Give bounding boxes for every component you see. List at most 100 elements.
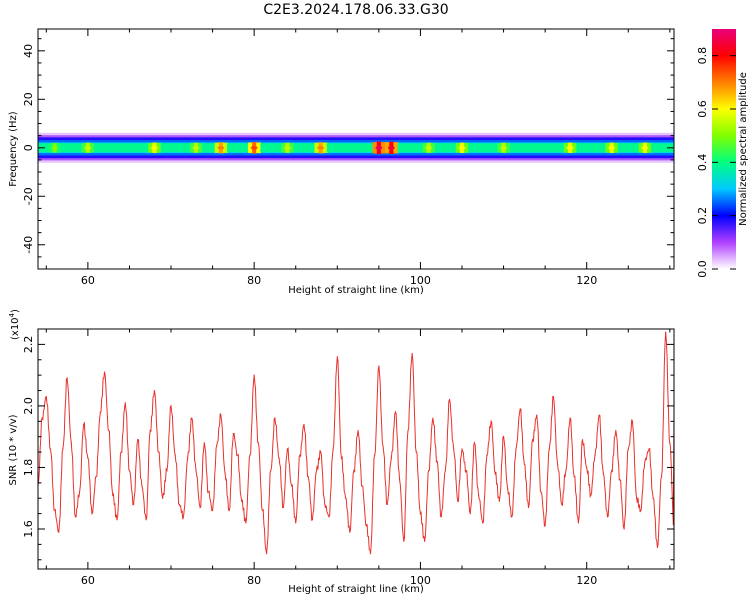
snr-data-point	[640, 509, 642, 512]
snr-data-point	[590, 494, 592, 496]
snr-data-point	[170, 405, 172, 407]
heatmap-cell	[418, 143, 424, 153]
heatmap-hotspot	[150, 146, 158, 150]
heatmap-cell	[135, 143, 141, 153]
snr-data-point	[644, 460, 646, 462]
heatmap-cell	[81, 143, 87, 153]
snr-data-point	[498, 500, 501, 502]
snr-data-point	[602, 473, 604, 475]
snr-data-point	[182, 516, 185, 518]
colorbar-fill	[712, 29, 736, 269]
heatmap-cell	[380, 142, 386, 154]
snr-data-point	[336, 356, 338, 358]
heatmap-cell	[410, 143, 415, 153]
heatmap-cell	[306, 143, 311, 153]
snr-data-point	[627, 448, 629, 450]
heatmap-cell	[447, 143, 453, 153]
snr-data-point	[207, 491, 210, 493]
snr-y-tick-label: 1.6	[22, 520, 35, 538]
heatmap-cell	[534, 143, 540, 153]
snr-data-point	[619, 479, 621, 481]
heatmap-cell	[156, 142, 162, 153]
heatmap-hotspot	[51, 146, 59, 150]
heatmap-cell	[301, 143, 307, 153]
snr-data-point	[153, 389, 155, 392]
heatmap-cell	[202, 143, 207, 153]
snr-data-point	[45, 396, 47, 398]
snr-data-point	[95, 476, 97, 478]
spectrogram-x-tick-label: 80	[247, 274, 261, 287]
heatmap-cell	[256, 142, 261, 154]
heatmap-cell	[476, 143, 482, 153]
heatmap-cell	[164, 143, 170, 153]
snr-data-point	[515, 448, 517, 450]
snr-data-point	[548, 448, 550, 450]
snr-data-point	[145, 519, 147, 521]
heatmap-cell	[293, 143, 299, 153]
snr-data-point	[112, 494, 114, 496]
snr-data-point	[191, 417, 193, 419]
spectrogram-band	[38, 132, 674, 163]
snr-data-point	[83, 423, 85, 425]
spectrogram-y-tick-label: -40	[22, 236, 35, 254]
snr-series-line	[38, 332, 674, 554]
snr-data-point	[311, 519, 313, 521]
heatmap-cell	[185, 143, 191, 153]
snr-data-point	[87, 457, 89, 459]
heatmap-cell	[198, 143, 203, 153]
snr-data-point	[120, 451, 122, 453]
snr-data-point	[266, 553, 268, 555]
heatmap-cell	[626, 143, 631, 153]
heatmap-cell	[530, 143, 536, 153]
colorbar-tick-label: 0.4	[696, 154, 709, 172]
snr-data-point	[448, 399, 451, 401]
heatmap-hotspot	[283, 146, 291, 150]
heatmap-cell	[497, 143, 503, 153]
snr-data-point	[236, 454, 239, 456]
heatmap-cell	[638, 142, 644, 153]
snr-data-point	[249, 454, 251, 456]
snr-data-point	[178, 503, 180, 505]
snr-data-point	[544, 525, 546, 527]
snr-x-axis-label: Height of straight line (km)	[288, 584, 424, 595]
snr-data-point	[403, 540, 405, 542]
colorbar: 0.0 0.2 0.4 0.6 0.8 Normalized spectral ampl…	[696, 29, 749, 278]
snr-data-point	[320, 451, 322, 453]
snr-data-point	[241, 500, 243, 502]
heatmap-cell	[513, 143, 519, 153]
snr-data-point	[174, 454, 176, 456]
snr-data-point	[203, 442, 205, 444]
heatmap-cell	[356, 143, 361, 153]
snr-panel: 60 80 100 120 1.6 1.8 2.0 2.2 Height of straigh…	[8, 309, 675, 595]
heatmap-cell	[605, 142, 611, 153]
heatmap-cell	[243, 143, 249, 153]
heatmap-cell	[89, 143, 95, 153]
page-title: C2E3.2024.178.06.33.G30	[263, 2, 448, 18]
spectrogram-x-tick-label: 100	[410, 274, 431, 287]
snr-data-point	[415, 451, 417, 453]
snr-data-point	[290, 485, 293, 487]
snr-data-point	[374, 454, 376, 456]
snr-data-point	[561, 503, 563, 505]
heatmap-cell	[622, 143, 627, 153]
snr-data-point	[469, 513, 471, 515]
snr-data-point	[49, 448, 52, 450]
snr-data-point	[606, 516, 609, 518]
heatmap-cell	[430, 143, 436, 153]
snr-x-tick-label: 60	[81, 574, 95, 587]
spectrogram-y-tick-label: 0	[22, 144, 35, 151]
snr-data-point	[278, 457, 280, 459]
snr-data-point	[78, 491, 81, 493]
snr-data-point	[349, 531, 351, 533]
heatmap-cell	[65, 143, 70, 153]
heatmap-cell	[322, 142, 328, 153]
heatmap-hotspot	[317, 146, 325, 150]
snr-data-point	[324, 503, 326, 505]
spectrogram-y-tick-label: 40	[22, 44, 35, 58]
heatmap-cell	[646, 142, 652, 153]
snr-data-point	[540, 491, 542, 493]
heatmap-hotspot	[84, 146, 92, 150]
heatmap-cell	[210, 143, 216, 153]
spectrogram-x-tick-label: 120	[576, 274, 597, 287]
heatmap-cell	[168, 143, 174, 153]
